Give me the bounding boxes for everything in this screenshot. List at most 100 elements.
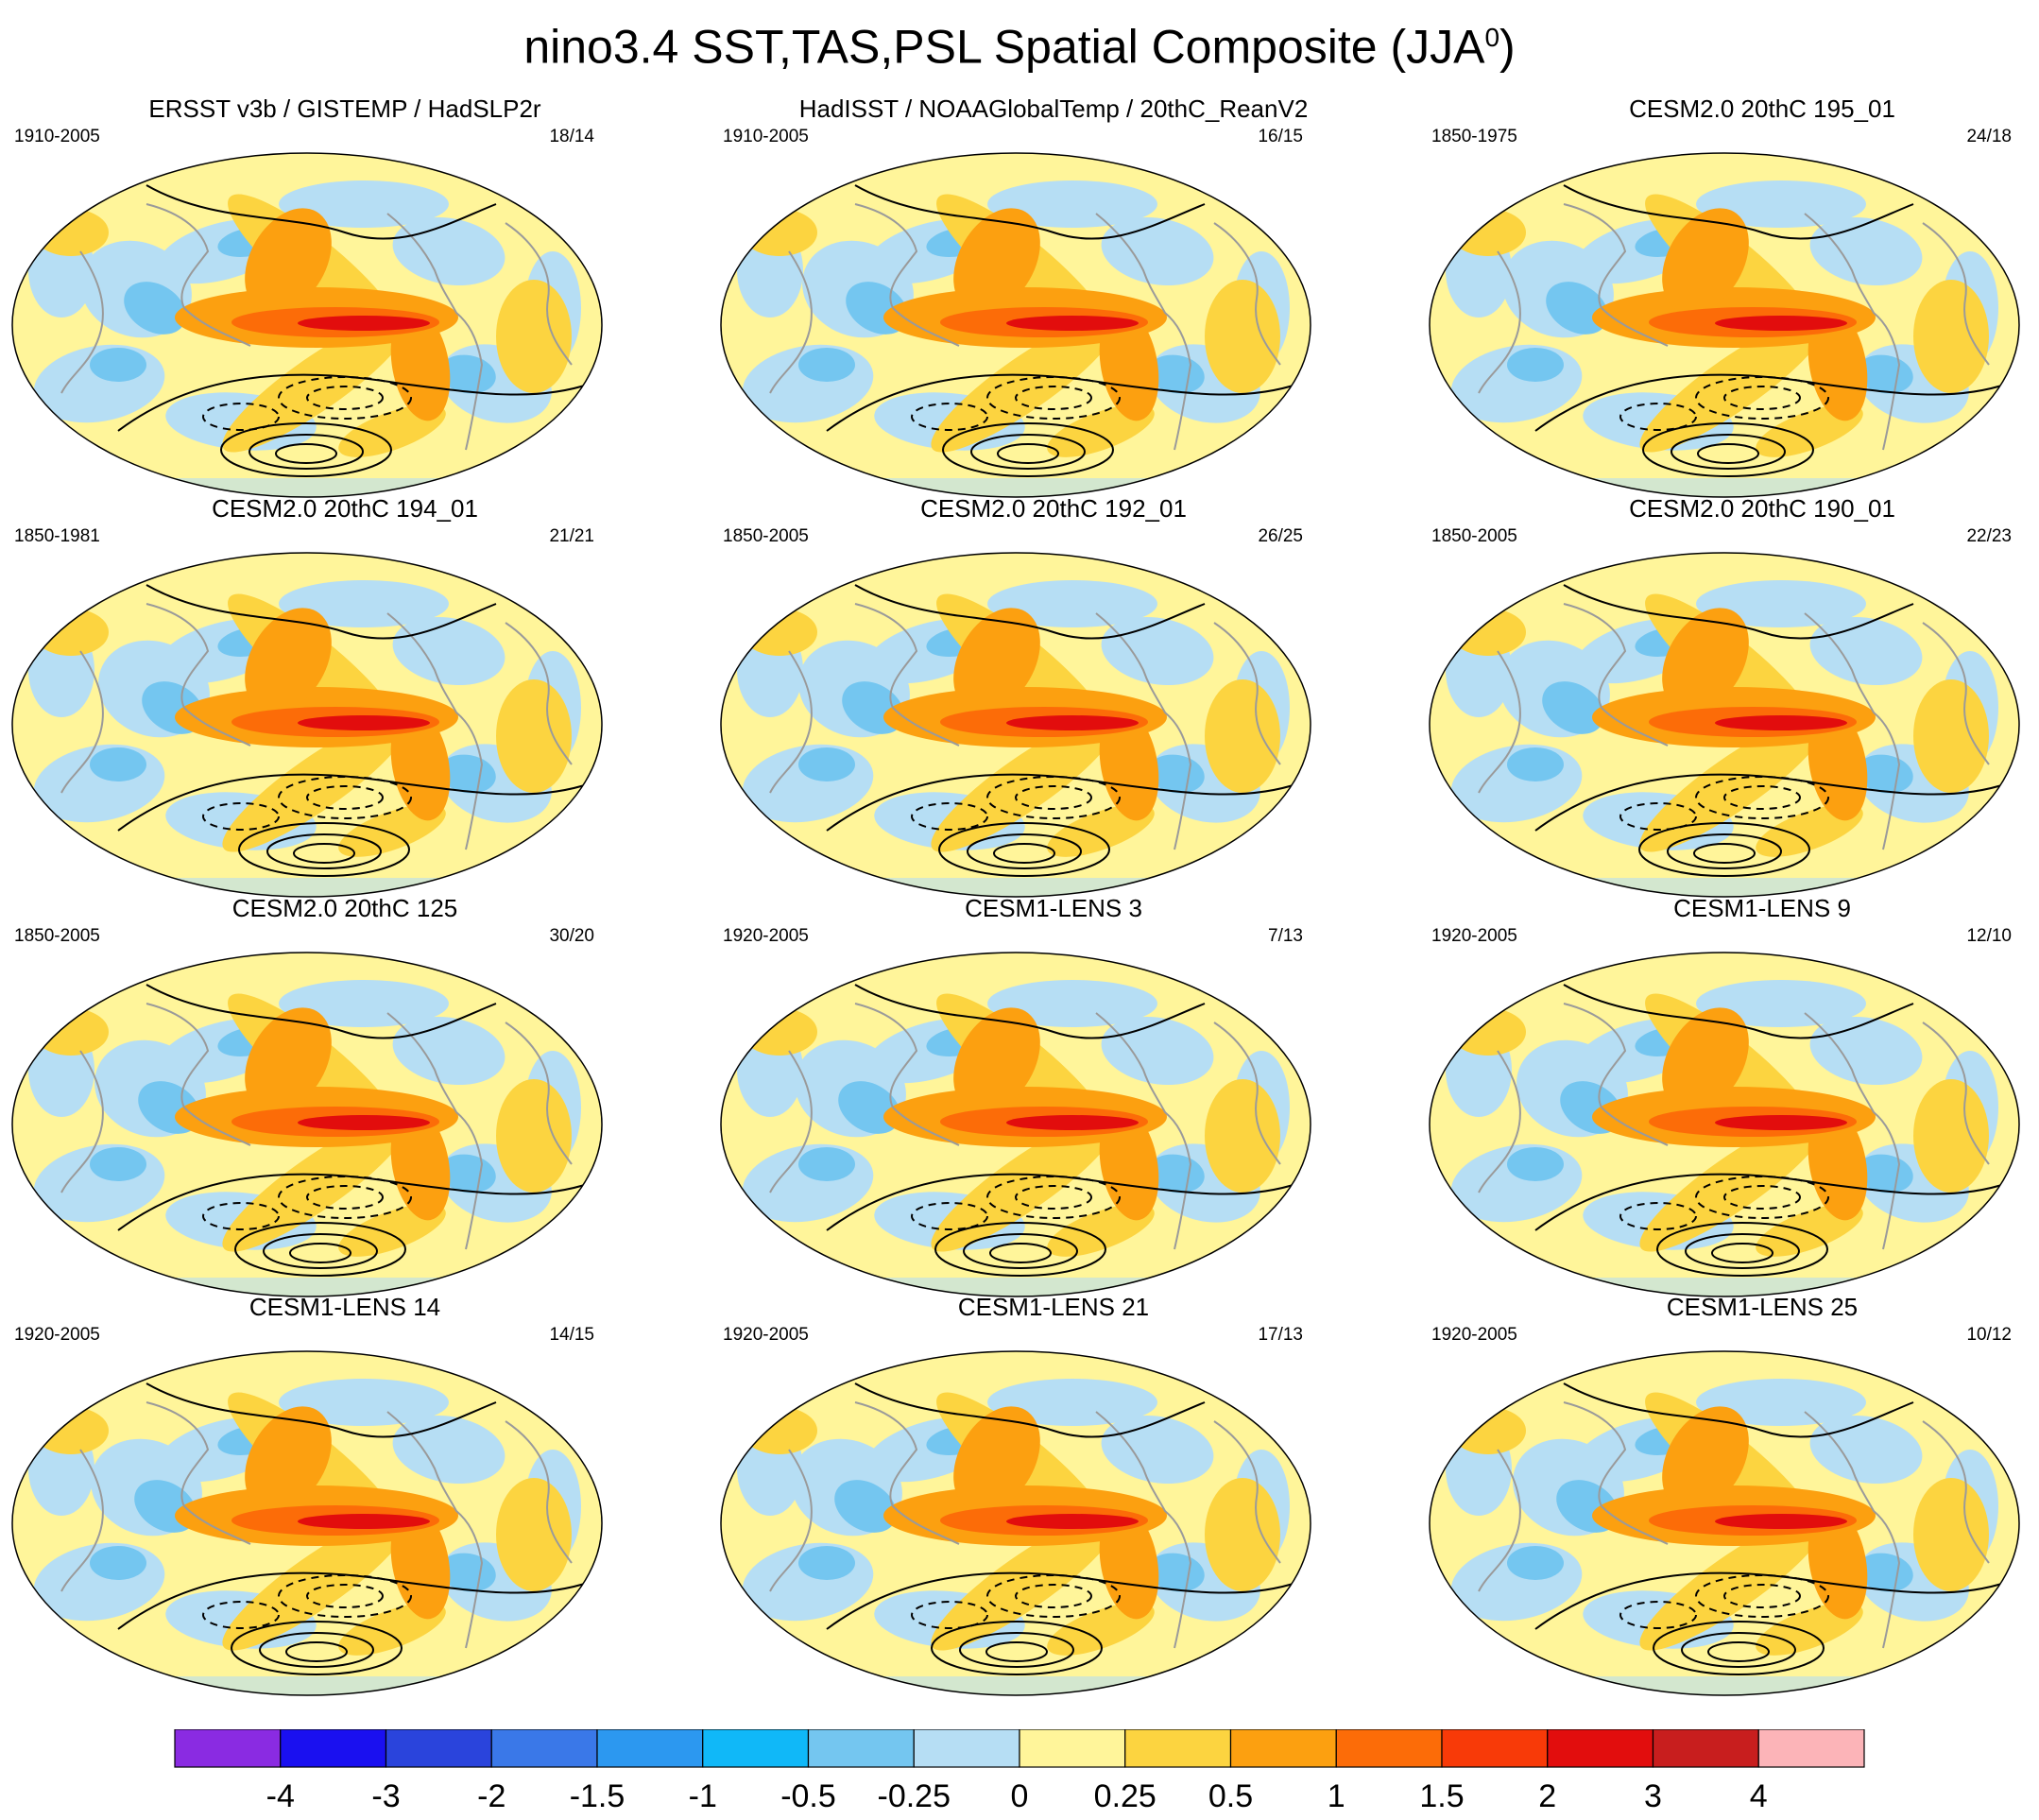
colorbar-tick-label: -4 [266, 1778, 295, 1814]
positive-psl-contour [854, 1382, 1206, 1438]
cooler-anomaly-region [798, 1147, 855, 1181]
warm-anomaly-region [1205, 679, 1280, 793]
colorbar-tick-label: 2 [1538, 1778, 1556, 1814]
warm-anomaly-region [33, 609, 109, 656]
coastline [769, 650, 813, 794]
hottest-anomaly-region [298, 316, 430, 331]
negative-psl-contour [202, 1601, 280, 1629]
cool-anomaly-region [392, 1415, 505, 1485]
panel-event-count: 10/12 [1966, 1325, 2012, 1345]
positive-psl-contour [970, 434, 1086, 470]
panel-years: 1920-2005 [14, 1325, 100, 1345]
colorbar-tick-label: 4 [1750, 1778, 1768, 1814]
map-outline [1429, 552, 2020, 898]
warm-anomaly-region [496, 280, 572, 393]
warm-anomaly-region [1450, 609, 1526, 656]
map-panel: HadISST / NOAAGlobalTemp / 20thC_ReanV2 1… [713, 94, 1394, 501]
warm-anomaly-region [931, 1513, 1120, 1651]
cooler-anomaly-region [1507, 1546, 1564, 1580]
coastline [1563, 1401, 1669, 1545]
warm-anomaly-region [496, 679, 572, 793]
coastline [505, 222, 573, 366]
warmer-anomaly-region [1808, 708, 1868, 821]
cooler-anomaly-region [1546, 282, 1608, 335]
negative-psl-contour [1619, 403, 1697, 431]
coastline [505, 1420, 573, 1564]
zero-psl-contour [1534, 1571, 2009, 1630]
positive-psl-contour [942, 422, 1114, 477]
psl-contours [117, 984, 591, 1277]
colorbar-swatch [596, 1729, 704, 1768]
warm-anomaly-region [1450, 209, 1526, 256]
robinson-map [11, 552, 603, 898]
positive-psl-contour [997, 443, 1059, 464]
colorbar-tick-label: -1 [689, 1778, 717, 1814]
cool-anomaly-region [1809, 616, 1923, 686]
warmer-anomaly-region [953, 608, 1040, 713]
panel-years: 1850-2005 [723, 526, 809, 546]
positive-psl-contour [931, 1621, 1103, 1675]
positive-psl-contour [146, 184, 497, 240]
panel-event-count: 26/25 [1258, 526, 1303, 546]
coastline [1563, 1003, 1669, 1146]
cooler-anomaly-region [798, 747, 855, 781]
cooler-anomaly-region [90, 1147, 146, 1181]
warm-anomaly-region [496, 1478, 572, 1591]
positive-psl-contour [967, 833, 1082, 869]
warm-anomaly-region [1205, 280, 1280, 393]
colorbar-swatch [1335, 1729, 1443, 1768]
cool-anomaly-region [1101, 1016, 1214, 1086]
robinson-map [1429, 952, 2020, 1297]
warm-anomaly-region [742, 609, 817, 656]
warmer-anomaly-region [1099, 1107, 1159, 1221]
warm-anomaly-region [222, 315, 411, 453]
coastline [146, 1401, 251, 1545]
panel-title: CESM2.0 20thC 125 [231, 894, 458, 922]
robinson-map [1429, 552, 2020, 898]
panel-years: 1920-2005 [723, 926, 809, 946]
map-panel: CESM1-LENS 25 1920-2005 10/12 [1422, 1293, 2039, 1699]
coastline [146, 203, 251, 347]
negative-psl-contour [911, 403, 988, 431]
cooler-anomaly-region [90, 747, 146, 781]
coastline [854, 203, 960, 347]
panel-title: CESM1-LENS 9 [1673, 894, 1851, 922]
colorbar-swatch [280, 1729, 387, 1768]
zero-psl-contour [117, 773, 591, 832]
warm-anomaly-region [931, 714, 1120, 852]
positive-psl-contour [263, 1233, 378, 1269]
coastline [146, 603, 251, 747]
cooler-anomaly-region [798, 1546, 855, 1580]
warm-anomaly-region [1639, 315, 1828, 453]
positive-psl-contour [959, 1632, 1074, 1668]
psl-contours [826, 184, 1300, 477]
map-panel: CESM2.0 20thC 125 1850-2005 30/20 [5, 894, 685, 1300]
coastline [1804, 612, 1901, 850]
map-outline [11, 152, 603, 498]
positive-psl-contour [989, 1243, 1052, 1263]
negative-psl-contour [1619, 1601, 1697, 1629]
colorbar-swatch [1652, 1729, 1759, 1768]
positive-psl-contour [248, 434, 364, 470]
coastline [1213, 222, 1281, 366]
coastline [769, 1449, 813, 1592]
warm-anomaly-region [33, 209, 109, 256]
panel-years: 1920-2005 [1431, 926, 1517, 946]
positive-psl-contour [1707, 1641, 1770, 1662]
antarctic-region [1430, 1676, 2019, 1695]
negative-psl-contour [306, 1584, 384, 1608]
coastline [1478, 1449, 1521, 1592]
panel-title: CESM2.0 20thC 192_01 [920, 494, 1187, 523]
positive-psl-contour [1681, 1632, 1796, 1668]
warmer-anomaly-region [245, 1406, 332, 1512]
map-panel: CESM1-LENS 14 1920-2005 14/15 [5, 1293, 685, 1699]
coastline [1478, 1050, 1521, 1193]
warmer-anomaly-region [953, 1007, 1040, 1113]
colorbar-tick-label: 0.25 [1094, 1778, 1157, 1814]
panel-event-count: 18/14 [549, 127, 594, 146]
negative-psl-contour [1723, 1584, 1801, 1608]
cooler-anomaly-region [834, 1480, 897, 1533]
warm-anomaly-region [742, 1407, 817, 1454]
positive-psl-contour [234, 1222, 406, 1277]
cool-anomaly-region [1809, 1415, 1923, 1485]
